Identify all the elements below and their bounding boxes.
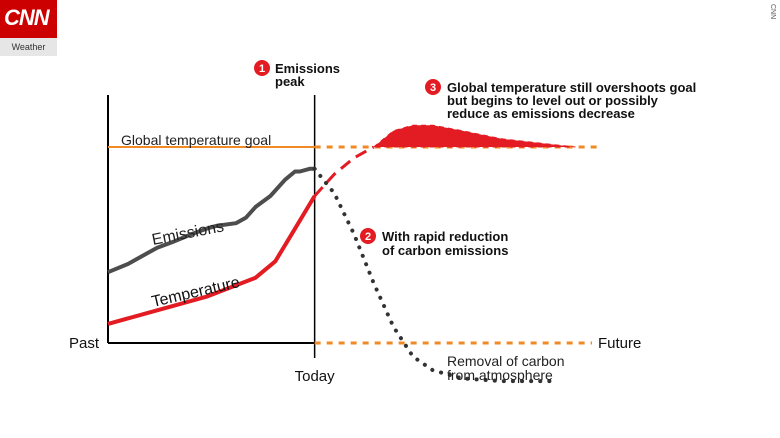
annotation-2-line-2: of carbon emissions (382, 243, 508, 258)
annotation-3-circle (425, 79, 441, 95)
series-temperature (107, 194, 317, 326)
removal-label-line-1: Removal of carbon (447, 353, 565, 369)
series-label-temperature: Temperature (150, 274, 241, 311)
logo-red-block (0, 0, 57, 38)
annotation-1-number: 1 (259, 63, 265, 75)
series-emissions (107, 166, 315, 275)
annotation-2-circle (360, 228, 376, 244)
logo-subtext: Weather (0, 38, 57, 56)
series-emissions-projected (312, 166, 553, 384)
series-overshoot (372, 124, 576, 148)
annotation-2-line-1: With rapid reduction (382, 229, 508, 244)
annotation-1-line-1: Emissions (275, 61, 340, 76)
annotation-1-circle (254, 60, 270, 76)
annotation-1-line-2: peak (275, 74, 305, 89)
x-label-today: Today (295, 368, 336, 385)
cnn-weather-logo: CNN Weather (0, 0, 57, 56)
logo-text: CNN (4, 5, 50, 30)
x-label-past: Past (69, 335, 100, 352)
watermark: CNN (769, 4, 776, 20)
annotation-3-line-2: but begins to level out or possibly (447, 93, 659, 108)
removal-label-line-2: from atmosphere (447, 367, 553, 383)
goal-label: Global temperature goal (121, 132, 271, 148)
series-temperature-projected (313, 145, 375, 198)
annotation-2-number: 2 (365, 231, 371, 243)
x-label-future: Future (598, 335, 641, 352)
series-label-emissions: Emissions (151, 218, 226, 249)
annotation-3-line-1: Global temperature still overshoots goal (447, 80, 696, 95)
annotation-3-line-3: reduce as emissions decrease (447, 106, 635, 121)
annotation-3-number: 3 (430, 82, 436, 94)
